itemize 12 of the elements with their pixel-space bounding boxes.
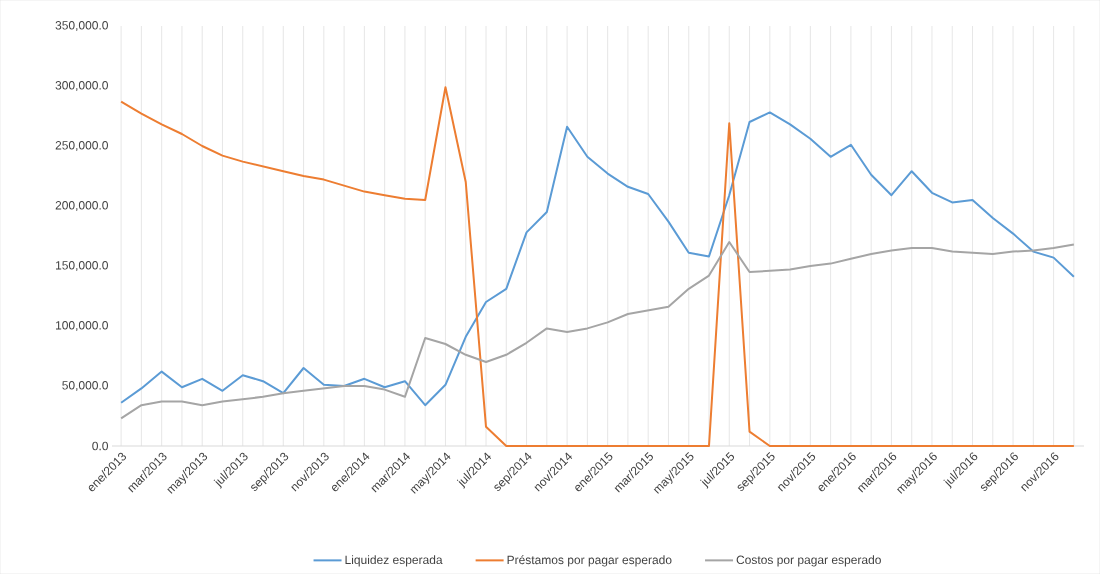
y-tick-label: 250,000.0 xyxy=(55,141,108,151)
y-tick-label: 100,000.0 xyxy=(55,321,108,331)
y-tick-label: 300,000.0 xyxy=(55,81,108,91)
legend-label: Préstamos por pagar esperado xyxy=(507,555,672,567)
y-tick-label: 50,000.0 xyxy=(62,381,108,391)
legend-label: Costos por pagar esperado xyxy=(736,555,881,567)
y-tick-label: 200,000.0 xyxy=(55,201,108,211)
y-tick-label: 150,000.0 xyxy=(55,261,108,271)
line-series xyxy=(120,111,1075,407)
legend-label: Liquidez esperada xyxy=(345,555,443,567)
y-tick-label: 0.0 xyxy=(92,441,109,451)
y-tick-label: 350,000.0 xyxy=(55,21,108,31)
